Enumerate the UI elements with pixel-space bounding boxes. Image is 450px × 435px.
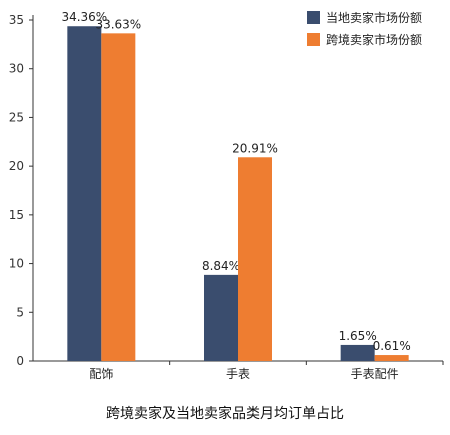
legend-swatch xyxy=(307,11,320,24)
legend-swatch xyxy=(307,33,320,46)
legend-label: 当地卖家市场份额 xyxy=(326,10,422,25)
data-label: 34.36% xyxy=(61,10,107,24)
y-tick-label: 15 xyxy=(9,208,24,222)
data-label: 1.65% xyxy=(339,329,377,343)
bars: 34.36%33.63% 8.84% 20.91% 1.65%0.61% xyxy=(61,10,411,362)
y-tick-label: 30 xyxy=(9,62,24,76)
y-tick-label: 10 xyxy=(9,257,24,271)
data-label: 33.63% xyxy=(95,17,141,31)
x-tick-label: 手表 xyxy=(226,367,250,381)
bar xyxy=(238,157,272,361)
bar xyxy=(67,26,102,362)
data-label: 8.84% xyxy=(202,259,240,273)
data-label: 0.61% xyxy=(373,339,411,353)
chart-caption: 跨境卖家及当地卖家品类月均订单占比 xyxy=(106,406,344,422)
x-tick-label: 配饰 xyxy=(89,367,113,381)
bar xyxy=(204,274,238,361)
data-label: 20.91% xyxy=(232,141,278,155)
legend-label: 跨境卖家市场份额 xyxy=(326,32,422,47)
y-tick-label: 25 xyxy=(9,110,24,124)
y-tick-label: 35 xyxy=(9,13,24,27)
y-tick-label: 5 xyxy=(16,305,24,319)
y-tick-label: 0 xyxy=(16,354,24,368)
y-tick-label: 20 xyxy=(9,159,24,173)
bar xyxy=(340,344,375,361)
x-tick-label: 手表配件 xyxy=(351,367,399,381)
bar-chart: 0 5 10 15 20 25 30 35 配饰 手表 手表配件 34.36%33.63% 8.84%… xyxy=(9,10,444,381)
bar xyxy=(101,33,136,361)
bar xyxy=(374,355,409,361)
